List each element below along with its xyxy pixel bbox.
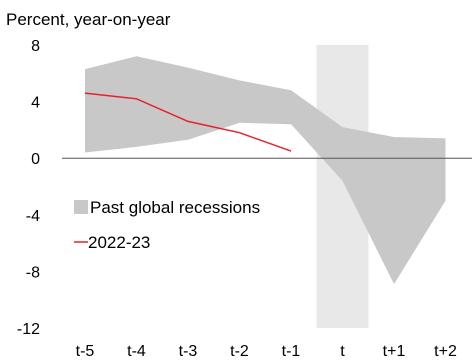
line-2022-23 bbox=[84, 92, 292, 152]
legend: Past global recessions 2022-23 bbox=[74, 198, 260, 252]
x-tick-label: t-5 bbox=[76, 343, 95, 360]
y-tick-label: -4 bbox=[26, 208, 40, 225]
y-tick-label: 0 bbox=[31, 151, 40, 168]
x-tick-label: t+1 bbox=[383, 343, 406, 360]
range-area-past-global-recessions bbox=[85, 56, 446, 285]
x-tick-label: t+2 bbox=[434, 343, 457, 360]
y-tick-label: -12 bbox=[17, 321, 40, 338]
y-axis-ticks: 8 4 0 -4 -8 -12 bbox=[17, 38, 40, 338]
legend-label-past-global-recessions: Past global recessions bbox=[90, 198, 260, 217]
y-tick-label: 4 bbox=[31, 95, 40, 112]
legend-label-2022-23: 2022-23 bbox=[88, 233, 150, 252]
y-axis-title: Percent, year-on-year bbox=[6, 10, 171, 29]
legend-swatch-past-global-recessions bbox=[74, 200, 88, 214]
y-tick-label: 8 bbox=[31, 38, 40, 55]
x-axis-ticks: t-5 t-4 t-3 t-2 t-1 t t+1 t+2 bbox=[76, 343, 457, 360]
x-tick-label: t-4 bbox=[127, 343, 146, 360]
x-tick-label: t-2 bbox=[230, 343, 249, 360]
x-tick-label: t bbox=[340, 343, 345, 360]
x-tick-label: t-3 bbox=[179, 343, 198, 360]
x-tick-label: t-1 bbox=[282, 343, 301, 360]
y-tick-label: -8 bbox=[26, 264, 40, 281]
